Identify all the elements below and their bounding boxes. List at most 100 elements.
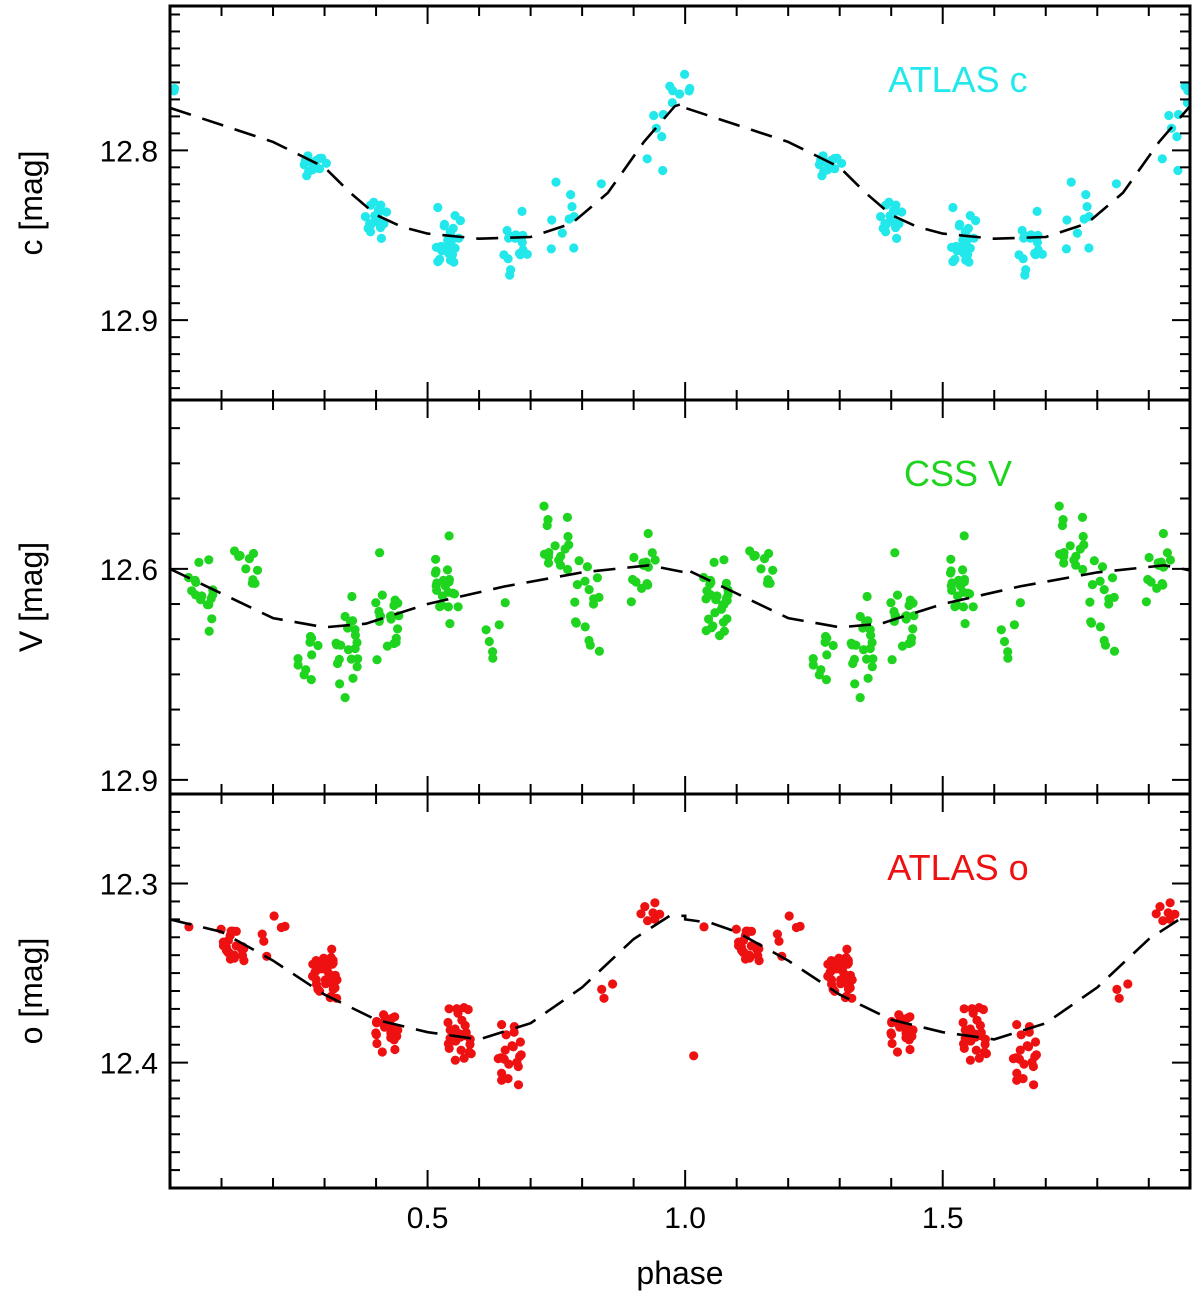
data-point	[299, 670, 309, 680]
data-point	[376, 233, 386, 243]
data-point	[497, 1075, 507, 1085]
data-point	[1123, 979, 1133, 989]
data-point	[1012, 1075, 1022, 1085]
data-point	[863, 673, 873, 683]
data-point	[843, 984, 854, 994]
data-point	[1164, 110, 1174, 121]
data-point	[837, 158, 847, 168]
data-point	[432, 585, 442, 596]
data-point	[369, 197, 379, 207]
data-point	[393, 624, 403, 634]
data-point	[444, 1043, 454, 1053]
data-point	[393, 598, 403, 608]
data-point	[958, 602, 969, 612]
data-point	[965, 1055, 976, 1065]
data-point	[596, 179, 606, 189]
data-point	[513, 1080, 524, 1090]
data-point	[447, 250, 458, 260]
data-point	[508, 1042, 518, 1052]
data-point	[1059, 558, 1069, 568]
data-point	[1078, 564, 1088, 575]
data-point	[1155, 902, 1165, 912]
data-point	[431, 566, 441, 576]
data-point	[791, 922, 802, 933]
data-point	[514, 248, 525, 258]
data-point	[892, 1047, 903, 1057]
data-point	[1032, 237, 1042, 247]
model-curve-c	[170, 101, 1190, 241]
data-point	[709, 557, 719, 568]
data-point	[643, 580, 653, 590]
data-points-o	[184, 898, 1180, 1090]
y-tick-label: 12.3	[100, 869, 158, 902]
data-point	[892, 590, 903, 600]
data-point	[328, 955, 338, 966]
data-point	[636, 909, 646, 919]
data-point	[880, 219, 890, 229]
data-point	[381, 207, 392, 217]
data-point	[1170, 909, 1180, 919]
data-point	[293, 660, 303, 670]
data-point	[715, 631, 725, 641]
data-point	[608, 979, 618, 989]
data-point	[889, 606, 899, 617]
data-point	[965, 589, 975, 599]
data-point	[353, 654, 363, 664]
data-point	[847, 975, 857, 985]
panel-o: 12.3 12.4 o [mag] ATLAS o	[13, 792, 1192, 1190]
data-point	[1104, 599, 1114, 609]
data-point	[848, 658, 858, 669]
data-point	[855, 693, 865, 703]
data-point	[1032, 206, 1042, 216]
data-point	[517, 237, 527, 247]
data-point	[765, 578, 775, 589]
data-point	[594, 646, 605, 656]
data-point	[1158, 528, 1168, 539]
data-point	[1089, 556, 1099, 566]
data-point	[1031, 1050, 1041, 1060]
x-ticks-c	[220, 6, 1150, 400]
data-point	[442, 578, 452, 588]
data-point	[814, 670, 824, 680]
data-point	[756, 564, 766, 574]
data-point	[1112, 984, 1122, 995]
data-point	[1078, 531, 1088, 542]
data-point	[959, 531, 969, 541]
data-point	[1100, 640, 1111, 650]
panels: 12.8 12.9 c [mag] ATLAS c 12.6 12.9 V [mag] CSS…	[13, 4, 1192, 1235]
data-point	[1029, 1080, 1039, 1090]
data-point	[1015, 598, 1025, 608]
data-point	[1157, 154, 1167, 164]
data-point	[1095, 622, 1105, 632]
data-point	[327, 944, 337, 954]
x-ticks-o	[220, 794, 1150, 1188]
data-point	[241, 564, 251, 574]
data-point	[543, 515, 553, 525]
panel-v: 12.6 12.9 V [mag] CSS V	[13, 398, 1192, 798]
data-point	[719, 555, 729, 565]
data-point	[960, 619, 970, 629]
data-point	[626, 597, 636, 607]
data-point	[433, 202, 443, 213]
y-axis-label-o: o [mag]	[13, 938, 49, 1045]
data-point	[905, 1044, 915, 1055]
data-point	[539, 501, 549, 511]
data-point	[571, 617, 581, 627]
y-axis-label-v: V [mag]	[13, 542, 49, 652]
data-point	[1054, 501, 1064, 511]
data-point	[908, 598, 918, 608]
data-point	[1085, 597, 1095, 607]
data-point	[231, 926, 241, 937]
data-point	[293, 654, 303, 664]
data-point	[884, 197, 894, 207]
data-point	[505, 231, 516, 241]
data-point	[500, 598, 510, 608]
data-point	[897, 207, 907, 217]
data-point	[332, 640, 342, 650]
data-point	[464, 1047, 474, 1057]
data-point	[1165, 898, 1175, 908]
data-point	[1012, 1020, 1022, 1030]
y-ticks-c	[170, 13, 1190, 390]
data-point	[564, 214, 574, 224]
data-point	[774, 936, 784, 946]
